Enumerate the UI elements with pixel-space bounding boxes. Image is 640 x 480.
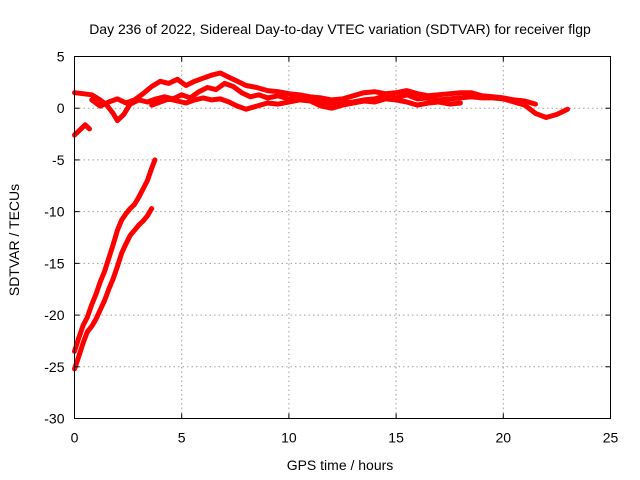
series-line-steep-track-2 bbox=[72, 206, 155, 372]
y-tick-label: 5 bbox=[57, 49, 65, 65]
plot-frame bbox=[74, 56, 611, 419]
grid-layer bbox=[74, 56, 611, 419]
x-tick-label: 5 bbox=[178, 430, 186, 446]
y-tick-label: -15 bbox=[44, 255, 64, 271]
x-tick-label: 20 bbox=[496, 430, 512, 446]
y-tick-label: -30 bbox=[44, 411, 64, 427]
x-tick-label: 15 bbox=[388, 430, 404, 446]
series-layer bbox=[72, 70, 571, 372]
y-tick-label: -5 bbox=[52, 152, 65, 168]
chart-title: Day 236 of 2022, Sidereal Day-to-day VTE… bbox=[89, 21, 591, 37]
x-tick-label: 10 bbox=[281, 430, 297, 446]
tick-layer: 0 5 10 15 20 25 -30 -25 -20 -15 -10 -5 0 5 bbox=[44, 49, 618, 446]
y-tick-label: 0 bbox=[57, 100, 65, 116]
series-line-lower-left-fragment bbox=[72, 122, 92, 138]
x-tick-label: 25 bbox=[603, 430, 619, 446]
x-tick-label: 0 bbox=[71, 430, 79, 446]
x-axis-label: GPS time / hours bbox=[287, 457, 394, 473]
y-tick-label: -25 bbox=[44, 359, 64, 375]
y-tick-label: -10 bbox=[44, 204, 64, 220]
series-line-upper-second bbox=[89, 70, 538, 109]
y-axis-label: SDTVAR / TECUs bbox=[6, 184, 22, 296]
y-tick-label: -20 bbox=[44, 307, 64, 323]
series-line-steep-track-1 bbox=[72, 157, 158, 354]
series-line-upper-third bbox=[149, 95, 463, 112]
